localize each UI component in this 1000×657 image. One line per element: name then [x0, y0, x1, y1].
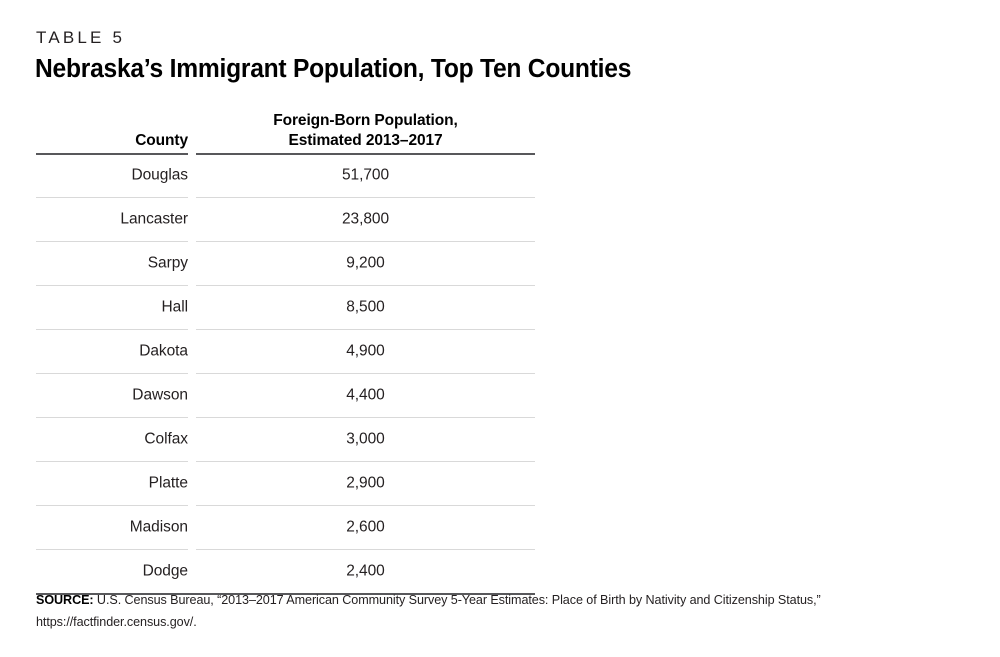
source-text: U.S. Census Bureau, “2013–2017 American …	[93, 593, 821, 607]
row-rule	[36, 461, 535, 462]
cell-county: Dodge	[142, 562, 188, 580]
column-header-population-line1: Foreign-Born Population,	[273, 112, 458, 130]
table-row: Platte 2,900	[36, 462, 535, 505]
row-rule-segment-right	[196, 461, 535, 462]
cell-county: Dakota	[139, 342, 188, 360]
cell-population: 4,900	[346, 342, 385, 360]
table-row: Colfax 3,000	[36, 418, 535, 461]
row-rule-segment-right	[196, 197, 535, 198]
table-row: Madison 2,600	[36, 506, 535, 549]
row-rule-segment-left	[36, 505, 188, 506]
cell-population: 3,000	[346, 430, 385, 448]
row-rule-segment-left	[36, 461, 188, 462]
cell-county: Hall	[161, 298, 188, 316]
source-label: SOURCE:	[36, 593, 94, 607]
row-rule-segment-right	[196, 285, 535, 286]
source-note: SOURCE: U.S. Census Bureau, “2013–2017 A…	[36, 590, 936, 633]
cell-county: Colfax	[144, 430, 188, 448]
cell-county: Platte	[148, 474, 188, 492]
cell-county: Sarpy	[147, 254, 188, 272]
cell-population: 4,400	[346, 386, 385, 404]
figure-label: TABLE 5	[36, 28, 126, 47]
row-rule	[36, 505, 535, 506]
row-rule-segment-right	[196, 329, 535, 330]
table-bottom-rule	[36, 593, 535, 595]
header-rule-segment-right	[196, 153, 535, 155]
cell-population: 2,600	[346, 518, 385, 536]
cell-population: 9,200	[346, 254, 385, 272]
bottom-rule-line	[36, 593, 535, 595]
header-rule	[36, 153, 535, 155]
cell-county: Madison	[129, 518, 188, 536]
row-rule-segment-right	[196, 505, 535, 506]
row-rule-segment-left	[36, 417, 188, 418]
table-row: Dodge 2,400	[36, 550, 535, 593]
row-rule-segment-left	[36, 329, 188, 330]
source-url: https://factfinder.census.gov/.	[36, 614, 197, 629]
row-rule-segment-left	[36, 373, 188, 374]
table-row: Sarpy 9,200	[36, 242, 535, 285]
row-rule	[36, 373, 535, 374]
cell-population: 23,800	[341, 210, 390, 228]
cell-population: 2,400	[346, 562, 385, 580]
row-rule	[36, 417, 535, 418]
column-header-population-line2: Estimated 2013–2017	[288, 132, 443, 150]
table-row: Hall 8,500	[36, 286, 535, 329]
row-rule-segment-left	[36, 549, 188, 550]
row-rule-segment-left	[36, 285, 188, 286]
table-row: Douglas 51,700	[36, 154, 535, 197]
cell-county: Lancaster	[120, 210, 188, 228]
row-rule-segment-left	[36, 241, 188, 242]
column-header-population: Foreign-Born Population, Estimated 2013–…	[196, 111, 535, 151]
table-row: Dawson 4,400	[36, 374, 535, 417]
column-header-county: County	[135, 132, 188, 149]
row-rule-segment-right	[196, 549, 535, 550]
header-rule-segment-left	[36, 153, 188, 155]
row-rule-segment-right	[196, 373, 535, 374]
row-rule	[36, 197, 535, 198]
data-table: County Foreign-Born Population, Estimate…	[36, 110, 535, 595]
row-rule-segment-left	[36, 197, 188, 198]
cell-population: 2,900	[346, 474, 385, 492]
row-rule	[36, 285, 535, 286]
table-row: Dakota 4,900	[36, 330, 535, 373]
cell-county: Dawson	[132, 386, 188, 404]
table-row: Lancaster 23,800	[36, 198, 535, 241]
table-header-row: County Foreign-Born Population, Estimate…	[36, 110, 535, 153]
row-rule	[36, 549, 535, 550]
row-rule	[36, 329, 535, 330]
figure-title: Nebraska’s Immigrant Population, Top Ten…	[35, 55, 632, 83]
row-rule	[36, 241, 535, 242]
cell-county: Douglas	[131, 166, 188, 184]
cell-population: 51,700	[341, 166, 390, 184]
cell-population: 8,500	[346, 298, 385, 316]
row-rule-segment-right	[196, 241, 535, 242]
row-rule-segment-right	[196, 417, 535, 418]
